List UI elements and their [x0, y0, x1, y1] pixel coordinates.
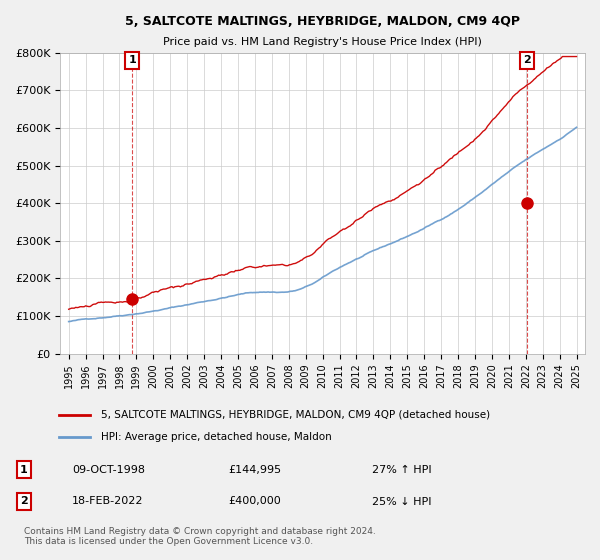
- Text: 2: 2: [523, 55, 531, 66]
- Text: 09-OCT-1998: 09-OCT-1998: [72, 465, 145, 474]
- Text: 1: 1: [128, 55, 136, 66]
- Text: 25% ↓ HPI: 25% ↓ HPI: [372, 497, 431, 506]
- Text: Contains HM Land Registry data © Crown copyright and database right 2024.
This d: Contains HM Land Registry data © Crown c…: [24, 527, 376, 547]
- Text: £400,000: £400,000: [228, 497, 281, 506]
- Text: 5, SALTCOTE MALTINGS, HEYBRIDGE, MALDON, CM9 4QP (detached house): 5, SALTCOTE MALTINGS, HEYBRIDGE, MALDON,…: [101, 409, 490, 419]
- Text: 18-FEB-2022: 18-FEB-2022: [72, 497, 143, 506]
- Text: £144,995: £144,995: [228, 465, 281, 474]
- Text: HPI: Average price, detached house, Maldon: HPI: Average price, detached house, Mald…: [101, 432, 332, 442]
- Text: 1: 1: [20, 465, 28, 474]
- Title: 5, SALTCOTE MALTINGS, HEYBRIDGE, MALDON, CM9 4QP: 5, SALTCOTE MALTINGS, HEYBRIDGE, MALDON,…: [125, 15, 520, 28]
- Text: 27% ↑ HPI: 27% ↑ HPI: [372, 465, 431, 474]
- Text: 2: 2: [20, 497, 28, 506]
- Text: Price paid vs. HM Land Registry's House Price Index (HPI): Price paid vs. HM Land Registry's House …: [163, 37, 482, 47]
